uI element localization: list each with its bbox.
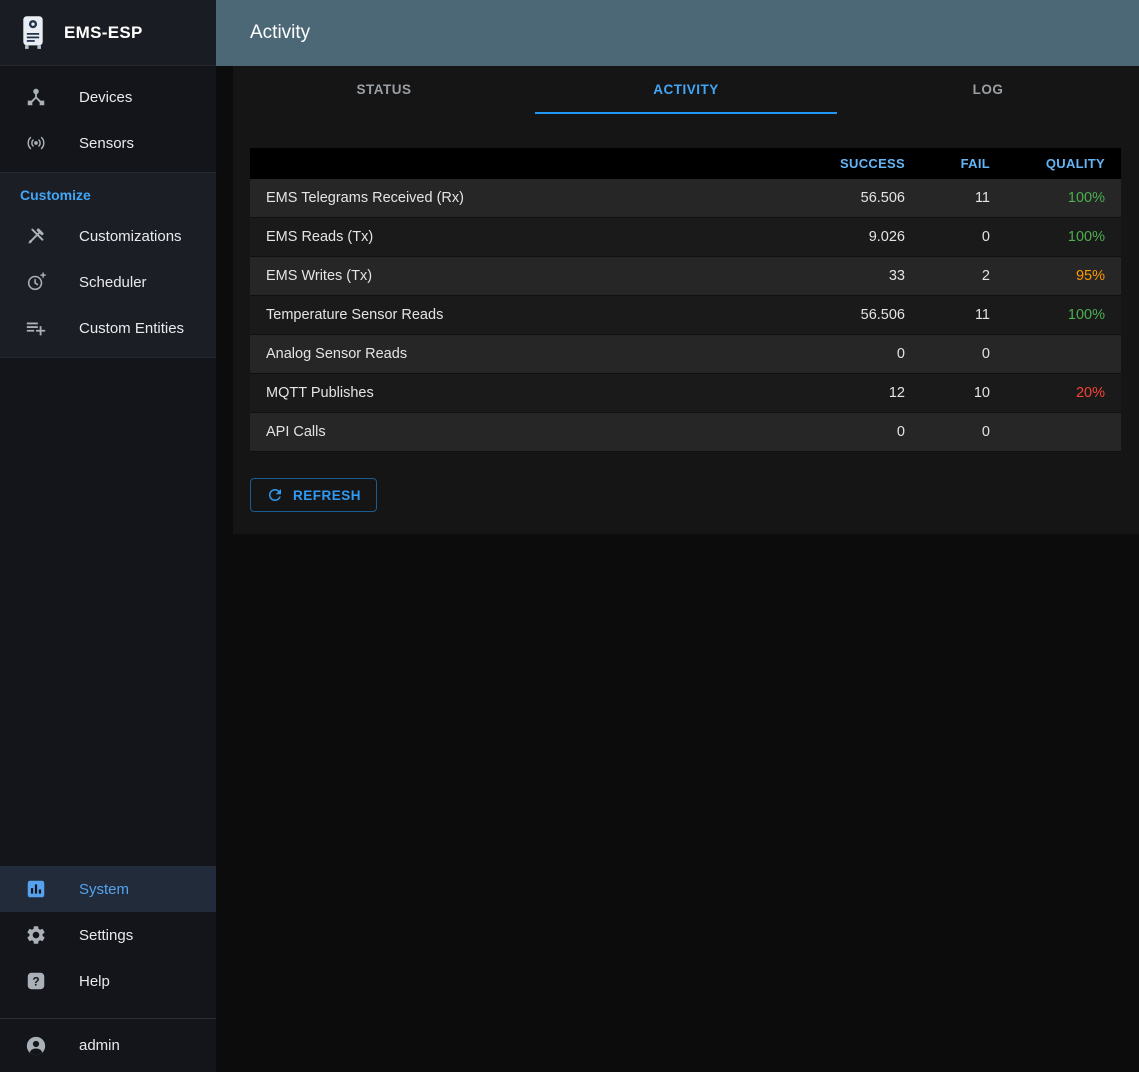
row-name: Analog Sensor Reads xyxy=(266,346,408,362)
row-fail: 10 xyxy=(973,385,990,401)
content-area: STATUS ACTIVITY LOG SUCCESS FAIL QUALITY… xyxy=(216,66,1139,1072)
row-name: API Calls xyxy=(266,424,326,440)
tab-log[interactable]: LOG xyxy=(972,81,1004,97)
main-area: Activity STATUS ACTIVITY LOG SUCCESS FAI… xyxy=(216,0,1139,1072)
sidebar-item-label: Help xyxy=(79,972,110,990)
scheduler-clock-icon xyxy=(24,270,48,294)
row-success: 9.026 xyxy=(868,229,905,245)
sidebar-nav: Devices Sensors Customize xyxy=(0,66,216,1018)
row-fail: 0 xyxy=(981,346,990,362)
sidebar-header: EMS-ESP xyxy=(0,0,216,66)
sidebar-item-label: System xyxy=(79,880,130,898)
tools-icon xyxy=(24,224,48,248)
sidebar-item-system[interactable]: System xyxy=(0,866,216,912)
sidebar-item-custom-entities[interactable]: Custom Entities xyxy=(0,305,216,351)
app-title: EMS-ESP xyxy=(64,22,143,42)
sidebar-spacer xyxy=(0,358,216,866)
sidebar-item-label: Custom Entities xyxy=(79,319,185,337)
table-row: EMS Telegrams Received (Rx) 56.506 11 10… xyxy=(250,179,1121,218)
row-name: Temperature Sensor Reads xyxy=(266,307,444,323)
username-label: admin xyxy=(79,1037,120,1054)
account-circle-icon xyxy=(24,1034,48,1058)
refresh-button[interactable]: REFRESH xyxy=(250,478,378,512)
sidebar-item-label: Scheduler xyxy=(79,273,147,291)
row-quality: 95% xyxy=(1075,268,1105,284)
sidebar-item-sensors[interactable]: Sensors xyxy=(0,120,216,166)
sensors-icon xyxy=(24,131,48,155)
svg-text:?: ? xyxy=(32,974,39,988)
sidebar-item-label: Devices xyxy=(79,88,133,106)
sidebar-item-devices[interactable]: Devices xyxy=(0,74,216,120)
sidebar-item-label: Customizations xyxy=(79,227,182,245)
header-quality: QUALITY xyxy=(1045,156,1105,171)
sidebar-item-customizations[interactable]: Customizations xyxy=(0,213,216,259)
row-success: 0 xyxy=(896,346,905,362)
ems-esp-logo-icon xyxy=(16,11,50,55)
row-fail: 11 xyxy=(974,190,990,206)
row-quality: 20% xyxy=(1075,385,1105,401)
page-title: Activity xyxy=(250,22,311,43)
table-row: MQTT Publishes 12 10 20% xyxy=(250,374,1121,413)
content-card: STATUS ACTIVITY LOG SUCCESS FAIL QUALITY… xyxy=(233,66,1139,534)
table-row: Temperature Sensor Reads 56.506 11 100% xyxy=(250,296,1121,335)
row-fail: 0 xyxy=(981,229,990,245)
row-quality: 100% xyxy=(1067,307,1105,323)
playlist-add-icon xyxy=(24,316,48,340)
table-row: Analog Sensor Reads 0 0 xyxy=(250,335,1121,374)
tab-activity[interactable]: ACTIVITY xyxy=(535,66,837,114)
header-success: SUCCESS xyxy=(840,156,905,171)
row-quality: 100% xyxy=(1067,229,1105,245)
table-row: EMS Reads (Tx) 9.026 0 100% xyxy=(250,218,1121,257)
row-name: MQTT Publishes xyxy=(266,385,374,401)
devices-icon xyxy=(24,85,48,109)
help-icon: ? xyxy=(24,969,48,993)
sidebar-item-label: Sensors xyxy=(79,134,135,152)
row-name: EMS Reads (Tx) xyxy=(266,229,374,245)
gear-icon xyxy=(24,923,48,947)
customize-section-label: Customize xyxy=(20,187,91,203)
row-success: 33 xyxy=(888,268,905,284)
sidebar-item-scheduler[interactable]: Scheduler xyxy=(0,259,216,305)
row-fail: 2 xyxy=(981,268,990,284)
refresh-icon xyxy=(266,486,284,504)
table-row: API Calls 0 0 xyxy=(250,413,1121,452)
row-fail: 0 xyxy=(981,424,990,440)
customize-section: Customize Customizations xyxy=(0,172,216,358)
row-fail: 11 xyxy=(974,307,990,323)
refresh-label: REFRESH xyxy=(293,487,362,503)
row-success: 0 xyxy=(896,424,905,440)
user-account-button[interactable]: admin xyxy=(0,1018,216,1072)
tab-status[interactable]: STATUS xyxy=(356,81,412,97)
row-name: EMS Telegrams Received (Rx) xyxy=(266,190,464,206)
table-header-row: SUCCESS FAIL QUALITY xyxy=(250,148,1121,179)
row-success: 56.506 xyxy=(860,190,905,206)
row-name: EMS Writes (Tx) xyxy=(266,268,373,284)
sidebar-item-settings[interactable]: Settings xyxy=(0,912,216,958)
sidebar-item-help[interactable]: ? Help xyxy=(0,958,216,1004)
row-quality: 100% xyxy=(1067,190,1105,206)
header-fail: FAIL xyxy=(960,156,990,171)
activity-table: SUCCESS FAIL QUALITY EMS Telegrams Recei… xyxy=(250,148,1121,452)
row-success: 56.506 xyxy=(860,307,905,323)
system-chart-icon xyxy=(24,877,48,901)
sidebar-item-label: Settings xyxy=(79,926,134,944)
sidebar: EMS-ESP Devices Se xyxy=(0,0,216,1072)
app-bar: Activity xyxy=(216,0,1139,66)
table-row: EMS Writes (Tx) 33 2 95% xyxy=(250,257,1121,296)
tab-bar: STATUS ACTIVITY LOG xyxy=(233,66,1139,114)
row-success: 12 xyxy=(888,385,905,401)
